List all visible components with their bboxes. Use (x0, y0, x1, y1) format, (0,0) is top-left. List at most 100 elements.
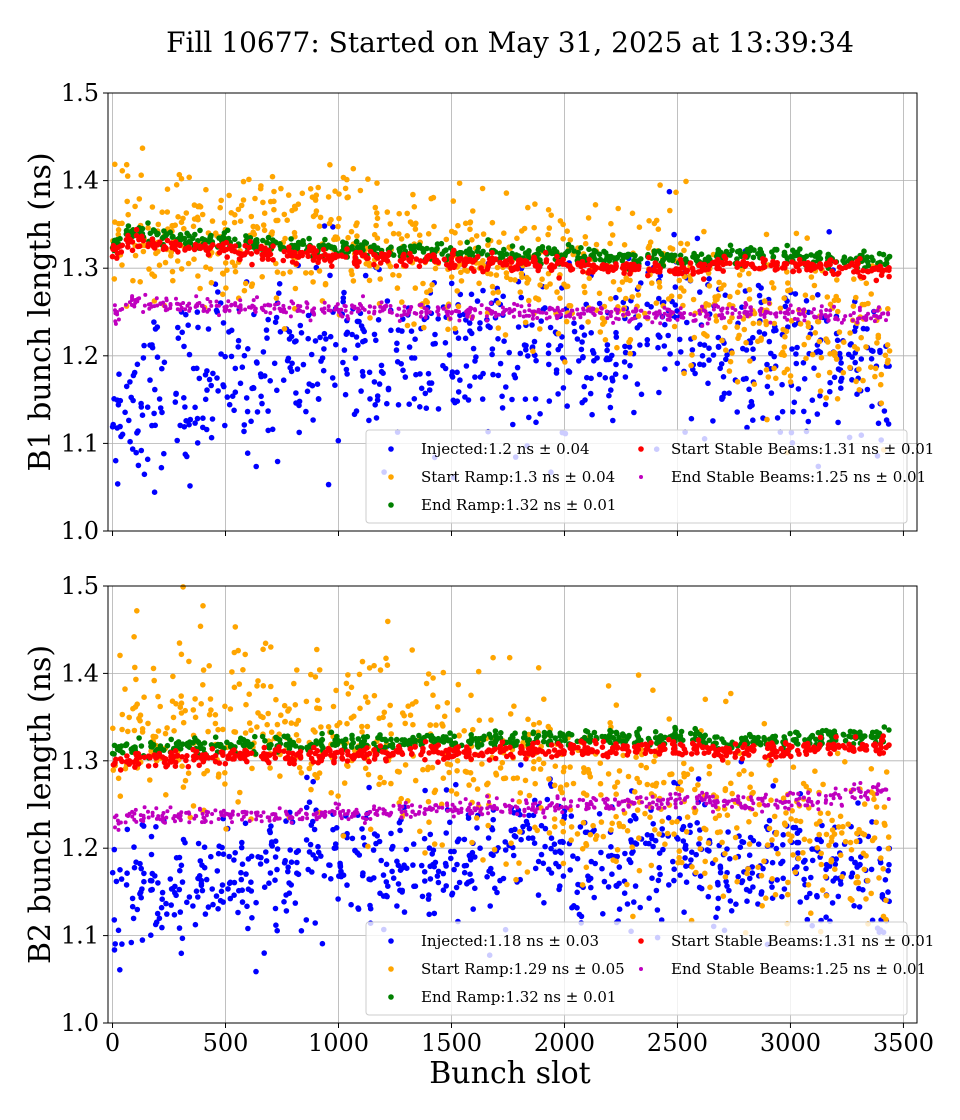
data-point (298, 928, 305, 934)
data-point (732, 854, 739, 861)
data-point (340, 239, 346, 245)
data-point (218, 888, 225, 895)
data-point (131, 864, 138, 871)
data-point (513, 876, 519, 883)
data-point (147, 377, 153, 383)
data-point (332, 188, 338, 194)
data-point (566, 302, 572, 309)
data-point (306, 765, 313, 772)
data-point (124, 173, 131, 179)
data-point (180, 836, 187, 843)
data-point (244, 903, 250, 910)
data-point (463, 363, 470, 369)
data-point (402, 309, 407, 314)
data-point (610, 857, 616, 863)
data-point (261, 950, 268, 956)
data-point (410, 191, 416, 198)
data-point (717, 313, 722, 318)
data-point (184, 743, 191, 749)
data-point (469, 839, 475, 846)
data-point (259, 400, 265, 407)
data-point (287, 269, 293, 275)
data-point (228, 353, 235, 360)
data-point (666, 268, 673, 274)
data-point (518, 294, 525, 301)
data-point (484, 314, 489, 319)
data-point (186, 351, 193, 358)
data-point (167, 876, 174, 882)
data-point (863, 896, 869, 902)
data-point (649, 280, 655, 286)
data-point (258, 393, 264, 400)
data-point (692, 370, 698, 377)
data-point (288, 236, 294, 242)
data-point (875, 420, 882, 427)
data-point (509, 243, 516, 249)
data-point (559, 334, 565, 340)
data-point (367, 902, 373, 909)
data-point (254, 724, 260, 730)
data-point (787, 373, 794, 379)
data-point (614, 255, 620, 261)
data-point (214, 375, 220, 381)
data-point (785, 324, 791, 330)
data-point (130, 277, 136, 284)
data-point (626, 339, 632, 345)
data-point (695, 269, 702, 275)
data-point (576, 358, 582, 364)
data-point (772, 891, 779, 898)
data-point (325, 194, 332, 200)
data-point (587, 390, 594, 397)
data-point (172, 246, 178, 252)
data-point (251, 298, 256, 303)
data-point (320, 367, 327, 374)
data-point (141, 870, 147, 877)
data-point (470, 208, 476, 214)
data-point (226, 329, 232, 335)
data-point (175, 301, 180, 306)
data-point (499, 393, 505, 400)
data-point (868, 866, 875, 873)
data-point (341, 347, 348, 353)
data-point (396, 769, 403, 775)
data-point (683, 178, 689, 185)
data-point (886, 312, 891, 317)
data-point (266, 880, 272, 886)
data-point (886, 348, 893, 354)
data-point (319, 730, 325, 737)
data-point (452, 262, 458, 269)
data-point (519, 245, 525, 251)
data-point (169, 234, 176, 240)
data-point (384, 400, 390, 407)
data-point (339, 253, 346, 259)
data-point (529, 835, 536, 841)
data-point (152, 873, 158, 879)
data-point (311, 826, 318, 833)
data-point (634, 381, 641, 387)
data-point (470, 726, 476, 733)
data-point (812, 253, 818, 259)
data-point (419, 310, 424, 314)
data-point (285, 355, 292, 362)
data-point (592, 860, 598, 867)
data-point (580, 819, 587, 826)
data-point (701, 342, 708, 348)
data-point (371, 831, 378, 837)
data-point (190, 707, 197, 713)
data-point (238, 303, 243, 308)
data-point (750, 334, 756, 341)
data-point (267, 870, 274, 876)
data-point (613, 334, 620, 340)
data-point (774, 311, 779, 316)
data-point (315, 843, 321, 850)
data-point (231, 857, 237, 863)
data-point (499, 405, 506, 411)
data-point (496, 312, 501, 317)
data-point (231, 729, 237, 735)
data-point (638, 256, 644, 262)
data-point (781, 886, 788, 892)
data-point (195, 203, 201, 210)
data-point (503, 190, 510, 196)
data-point (696, 841, 702, 847)
data-point (130, 298, 134, 302)
